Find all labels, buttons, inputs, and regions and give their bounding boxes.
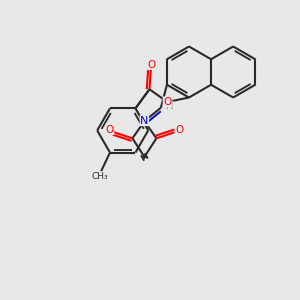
Text: O: O	[175, 124, 183, 135]
Text: O: O	[163, 97, 172, 107]
Text: O: O	[106, 124, 114, 135]
Text: CH₃: CH₃	[91, 172, 108, 181]
Text: O: O	[148, 60, 156, 70]
Text: H: H	[166, 101, 173, 111]
Text: N: N	[140, 116, 148, 126]
